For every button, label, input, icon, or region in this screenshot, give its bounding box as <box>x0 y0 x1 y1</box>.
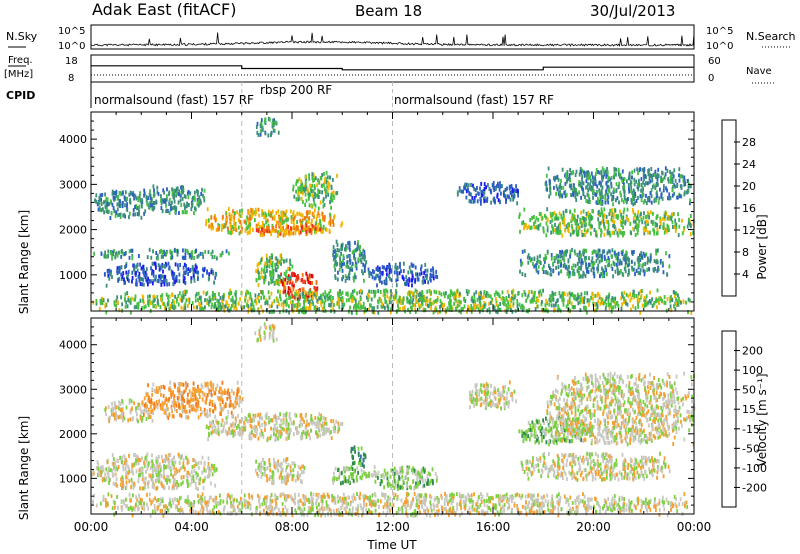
freq-label: Freq. <box>8 55 33 66</box>
power-colorbar-tick-label: 12 <box>742 224 756 237</box>
velocity-colorbar-tick-label: -15 <box>742 423 760 436</box>
power-region-15 <box>519 247 671 279</box>
freq-panel <box>90 54 695 83</box>
power-region-10 <box>332 239 368 283</box>
beam-title: Beam 18 <box>355 2 422 20</box>
velocity-region-5 <box>254 457 306 486</box>
power-ytick-label: 4000 <box>59 133 87 146</box>
velocity-colorbar-tick-label: -200 <box>742 481 767 494</box>
power-colorbar-label: Power [dB] <box>755 214 769 279</box>
axes-layer: 1000 2000 3000 4000 1000 2000 3000 4000 00:00 04:… <box>59 82 711 534</box>
power-region-6 <box>292 170 339 211</box>
nsearch-label: N.Search <box>746 30 796 43</box>
cpid-label: CPID <box>6 89 35 102</box>
xtick-label: 04:00 <box>174 520 209 534</box>
velocity-region-9 <box>468 380 517 411</box>
nsky-top-tick: 10^5 <box>58 26 85 37</box>
nsearch-top-tick: 10^5 <box>706 26 733 37</box>
xtick-label: 16:00 <box>476 520 511 534</box>
nsearch-bottom-tick: 10^0 <box>706 41 733 52</box>
power-region-4 <box>205 207 344 239</box>
xtick-label: 20:00 <box>576 520 611 534</box>
nave-top-tick: 60 <box>708 56 721 67</box>
power-ytick-label: 2000 <box>59 224 87 237</box>
power-data-layer <box>92 112 695 315</box>
power-colorbar-tick-label: 24 <box>742 158 756 171</box>
xtick-label: 12:00 <box>375 520 410 534</box>
velocity-colorbar-frame <box>721 330 737 508</box>
power-region-5 <box>255 223 324 236</box>
velocity-region-13 <box>92 491 689 518</box>
power-colorbar-tick-label: 16 <box>742 202 756 215</box>
velocity-region-4 <box>254 322 278 343</box>
power-region-1 <box>93 247 230 261</box>
velocity-colorbar-tick-label: 200 <box>742 345 763 358</box>
power-panel <box>90 111 695 315</box>
power-colorbar-tick-label: 4 <box>742 268 749 281</box>
station-title: Adak East (fitACF) <box>92 0 236 19</box>
power-ylabel: Slant Range [km] <box>17 210 31 314</box>
velocity-colorbar-tick-label: -50 <box>742 442 760 455</box>
power-colorbar-tick-label: 20 <box>742 180 756 193</box>
nsky-trace <box>90 32 695 47</box>
freq-top-tick: 18 <box>65 56 78 67</box>
velocity-colorbar-tick-label: 15 <box>742 403 756 416</box>
power-region-12 <box>456 180 519 206</box>
power-region-3 <box>143 184 206 216</box>
power-region-9 <box>255 253 294 287</box>
cpid-segment-3: normalsound (fast) 157 RF <box>394 93 554 107</box>
power-region-16 <box>92 288 693 315</box>
power-colorbar-tick-label: 28 <box>742 136 756 149</box>
velocity-ytick-label: 1000 <box>59 472 87 485</box>
velocity-colorbar-tick-label: 100 <box>742 364 763 377</box>
date-title: 30/Jul/2013 <box>590 2 675 20</box>
velocity-colorbar-tick-label: 50 <box>742 384 756 397</box>
xtick-label: 00:00 <box>677 520 712 534</box>
power-region-11 <box>367 261 439 288</box>
velocity-data-layer <box>91 318 696 518</box>
cpid-segment-2: rbsp 200 RF <box>260 83 332 97</box>
velocity-region-6 <box>332 465 369 486</box>
velocity-region-7 <box>350 445 367 469</box>
velocity-region-12 <box>520 451 671 482</box>
velocity-ytick-label: 2000 <box>59 428 87 441</box>
power-colorbar: 4 8 12 16 20 24 28 <box>721 119 756 297</box>
velocity-region-8 <box>368 465 438 491</box>
power-region-2 <box>103 261 218 288</box>
velocity-colorbar-tick-label: -100 <box>742 462 767 475</box>
power-region-14 <box>544 166 692 207</box>
velocity-panel <box>90 317 696 518</box>
xtick-label: 00:00 <box>74 520 109 534</box>
nsky-bottom-tick: 10^0 <box>58 41 85 52</box>
freq-bottom-tick: 8 <box>68 73 74 84</box>
power-colorbar-frame <box>721 119 737 297</box>
velocity-region-11 <box>546 371 696 447</box>
nave-label: Nave <box>746 66 772 77</box>
cpid-segment-1: normalsound (fast) 157 RF <box>94 93 254 107</box>
power-region-7 <box>255 116 280 138</box>
xtick-label: 08:00 <box>275 520 310 534</box>
velocity-ytick-label: 3000 <box>59 383 87 396</box>
power-ytick-label: 1000 <box>59 269 87 282</box>
frequency-line <box>91 65 694 71</box>
time-xlabel: Time UT <box>366 538 417 552</box>
velocity-region-0 <box>91 452 218 492</box>
power-colorbar-tick-label: 8 <box>742 246 749 259</box>
freq-unit-label: [MHz] <box>4 69 33 80</box>
power-region-13 <box>518 207 695 238</box>
velocity-ytick-label: 4000 <box>59 339 87 352</box>
nsky-line <box>90 32 695 47</box>
nave-bottom-tick: 0 <box>708 73 714 84</box>
velocity-ylabel: Slant Range [km] <box>17 416 31 520</box>
freq-trace <box>91 65 694 76</box>
velocity-colorbar: -200 -100 -50 -15 15 50 100 200 <box>721 330 767 508</box>
power-ytick-label: 3000 <box>59 178 87 191</box>
nsky-label: N.Sky <box>6 30 38 43</box>
velocity-colorbar-label: Velocity [m s⁻¹] <box>755 373 769 466</box>
